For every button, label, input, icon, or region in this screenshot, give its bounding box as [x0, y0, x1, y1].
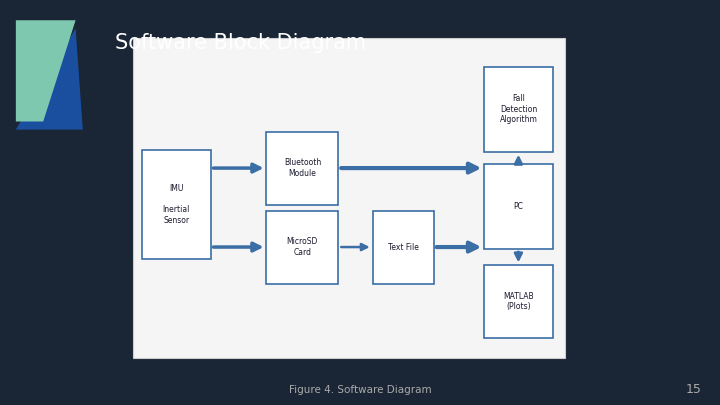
Text: MATLAB
(Plots): MATLAB (Plots): [503, 292, 534, 311]
Text: PC: PC: [513, 202, 523, 211]
Text: Fall
Detection
Algorithm: Fall Detection Algorithm: [500, 94, 537, 124]
Polygon shape: [16, 20, 76, 122]
FancyBboxPatch shape: [266, 132, 338, 205]
Text: Text File: Text File: [388, 243, 418, 252]
FancyBboxPatch shape: [484, 67, 553, 152]
FancyBboxPatch shape: [484, 265, 553, 338]
Text: MicroSD
Card: MicroSD Card: [287, 237, 318, 257]
FancyBboxPatch shape: [133, 38, 565, 358]
Polygon shape: [16, 28, 83, 130]
Text: Figure 4. Software Diagram: Figure 4. Software Diagram: [289, 385, 431, 394]
FancyBboxPatch shape: [143, 150, 210, 259]
Text: IMU

Inertial
Sensor: IMU Inertial Sensor: [163, 184, 190, 225]
FancyBboxPatch shape: [266, 211, 338, 284]
Text: 15: 15: [686, 383, 702, 396]
Text: Bluetooth
Module: Bluetooth Module: [284, 158, 321, 178]
Text: Software Block Diagram: Software Block Diagram: [115, 32, 366, 53]
FancyBboxPatch shape: [373, 211, 433, 284]
FancyBboxPatch shape: [484, 164, 553, 249]
